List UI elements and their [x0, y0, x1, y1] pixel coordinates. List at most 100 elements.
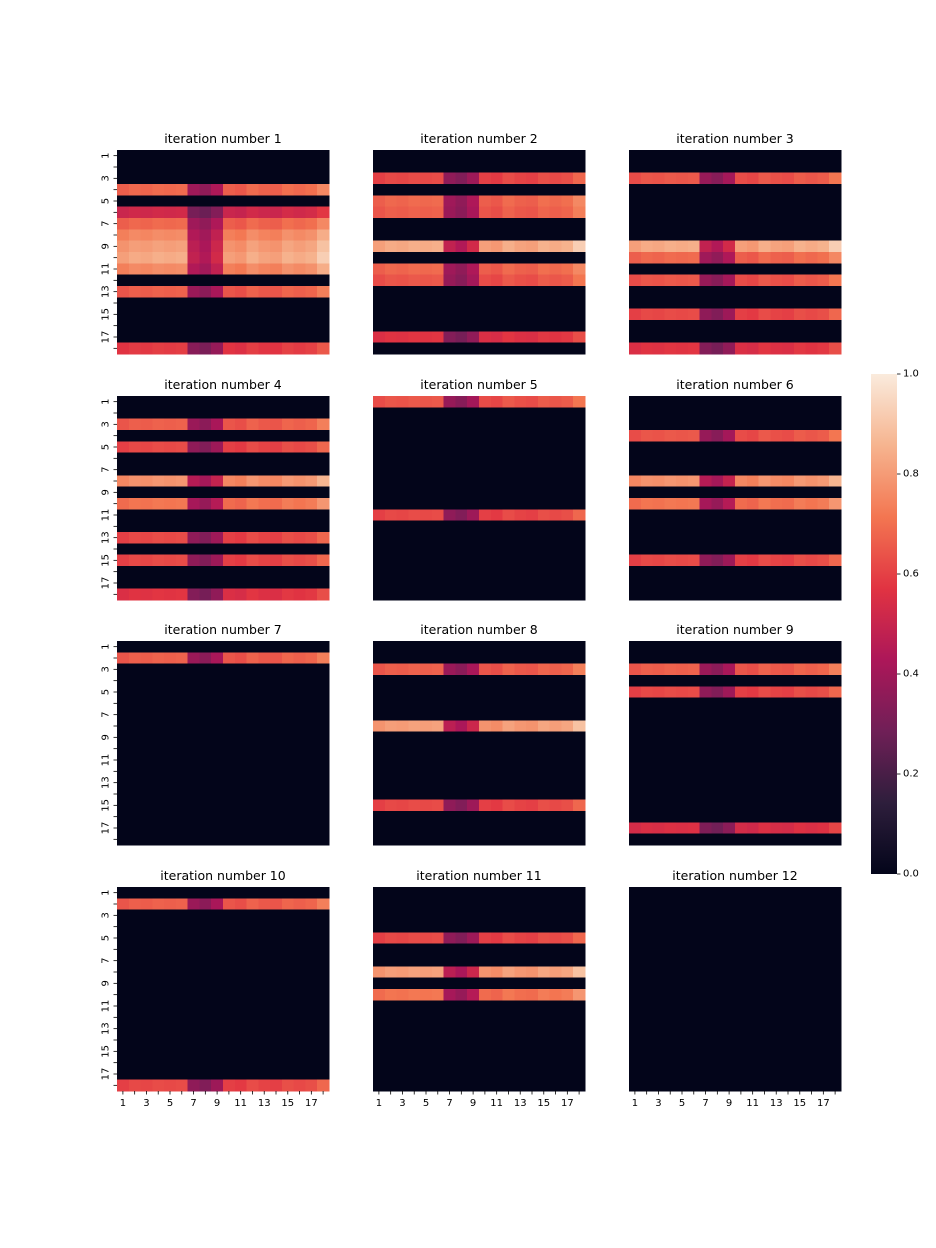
heatmap-cell — [258, 754, 271, 767]
heatmap-cell — [829, 308, 842, 321]
heatmap-cell — [293, 532, 306, 544]
heatmap-cell — [140, 566, 153, 578]
heatmap-cell — [246, 932, 259, 945]
heatmap-cell — [455, 989, 468, 1001]
heatmap-cell — [664, 407, 677, 420]
heatmap-cell — [770, 743, 783, 755]
heatmap-cell — [652, 1068, 665, 1081]
heatmap-cell — [652, 396, 665, 408]
heatmap-cell — [373, 1068, 386, 1081]
heatmap-cell — [735, 686, 748, 699]
heatmap-cell — [652, 811, 665, 823]
heatmap-cell — [455, 966, 468, 979]
heatmap-cell — [502, 697, 515, 710]
heatmap-cell — [223, 464, 236, 476]
heatmap-cell — [152, 452, 165, 465]
heatmap-cell — [817, 263, 830, 276]
heatmap-cell — [384, 172, 397, 185]
heatmap-cell — [396, 297, 409, 310]
heatmap-cell — [758, 1034, 771, 1047]
heatmap-cell — [664, 532, 677, 544]
heatmap-cell — [514, 989, 527, 1001]
heatmap-cell — [234, 297, 247, 310]
heatmap-cell — [502, 777, 515, 789]
heatmap-cell — [270, 240, 283, 253]
heatmap-cell — [384, 342, 397, 355]
heatmap-cell — [234, 475, 247, 488]
heatmap-cell — [223, 887, 236, 899]
heatmap-cell — [128, 195, 141, 208]
heatmap-cell — [561, 218, 574, 230]
heatmap-cell — [384, 1000, 397, 1013]
heatmap-cell — [711, 308, 724, 321]
heatmap-cell — [128, 777, 141, 789]
heatmap-cell — [526, 1034, 539, 1047]
heatmap-cell — [408, 430, 421, 442]
heatmap-cell — [199, 331, 212, 344]
heatmap-cell — [455, 252, 468, 264]
heatmap-cell — [687, 274, 701, 287]
heatmap-cell — [490, 486, 503, 499]
panel-title: iteration number 3 — [676, 131, 794, 146]
heatmap-cell — [746, 486, 759, 499]
heatmap-cell — [293, 441, 306, 454]
y-tick-label: 13 — [100, 776, 111, 789]
heatmap-cell — [687, 686, 701, 699]
heatmap-cell — [408, 720, 421, 733]
heatmap-cell — [396, 977, 409, 990]
heatmap-cell — [640, 263, 653, 276]
heatmap-cell — [664, 686, 677, 699]
heatmap-cell — [223, 966, 236, 979]
heatmap-cell — [829, 206, 842, 219]
heatmap-cell — [128, 588, 141, 601]
heatmap-cell — [758, 709, 771, 721]
heatmap-cell — [152, 331, 165, 344]
heatmap-cell — [373, 407, 386, 420]
heatmap-cell — [128, 898, 141, 911]
heatmap-cell — [676, 308, 689, 321]
heatmap-cell — [211, 430, 224, 442]
heatmap-cell — [652, 331, 665, 344]
heatmap-cell — [234, 932, 247, 945]
heatmap-cell — [384, 1023, 397, 1035]
heatmap-cell — [431, 161, 445, 174]
heatmap-cell — [384, 331, 397, 344]
heatmap-cell — [408, 955, 421, 967]
heatmap-cell — [443, 822, 456, 835]
heatmap-cell — [640, 720, 653, 733]
heatmap-cell — [305, 161, 318, 174]
heatmap-cell — [770, 822, 783, 835]
heatmap-cell — [735, 709, 748, 721]
heatmap-cell — [467, 498, 480, 510]
heatmap-cell — [664, 172, 677, 185]
heatmap-cell — [758, 663, 771, 676]
heatmap-cell — [211, 218, 224, 230]
heatmap-cell — [140, 543, 153, 556]
heatmap-cell — [782, 172, 795, 185]
heatmap-cell — [770, 697, 783, 710]
heatmap-cell — [573, 554, 586, 567]
heatmap-cell — [735, 1000, 748, 1013]
heatmap-cell — [305, 206, 318, 219]
heatmap-cell — [246, 686, 259, 699]
heatmap-cell — [711, 641, 724, 653]
heatmap-cell — [211, 898, 224, 911]
heatmap-cell — [652, 1023, 665, 1035]
heatmap-cell — [164, 407, 177, 420]
heatmap-cell — [573, 566, 586, 578]
heatmap-cell — [408, 464, 421, 476]
heatmap-cell — [782, 652, 795, 665]
heatmap-cell — [793, 709, 807, 721]
heatmap-cell — [128, 1023, 141, 1035]
heatmap-cell — [199, 286, 212, 298]
heatmap-cell — [117, 754, 130, 767]
heatmap-cell — [152, 989, 165, 1001]
heatmap-cell — [561, 932, 574, 945]
heatmap-cell — [467, 731, 480, 744]
heatmap-cell — [793, 977, 807, 990]
heatmap-cell — [270, 898, 283, 911]
heatmap-cell — [573, 520, 586, 533]
heatmap-cell — [234, 966, 247, 979]
heatmap-cell — [128, 943, 141, 956]
heatmap-cell — [281, 532, 295, 544]
